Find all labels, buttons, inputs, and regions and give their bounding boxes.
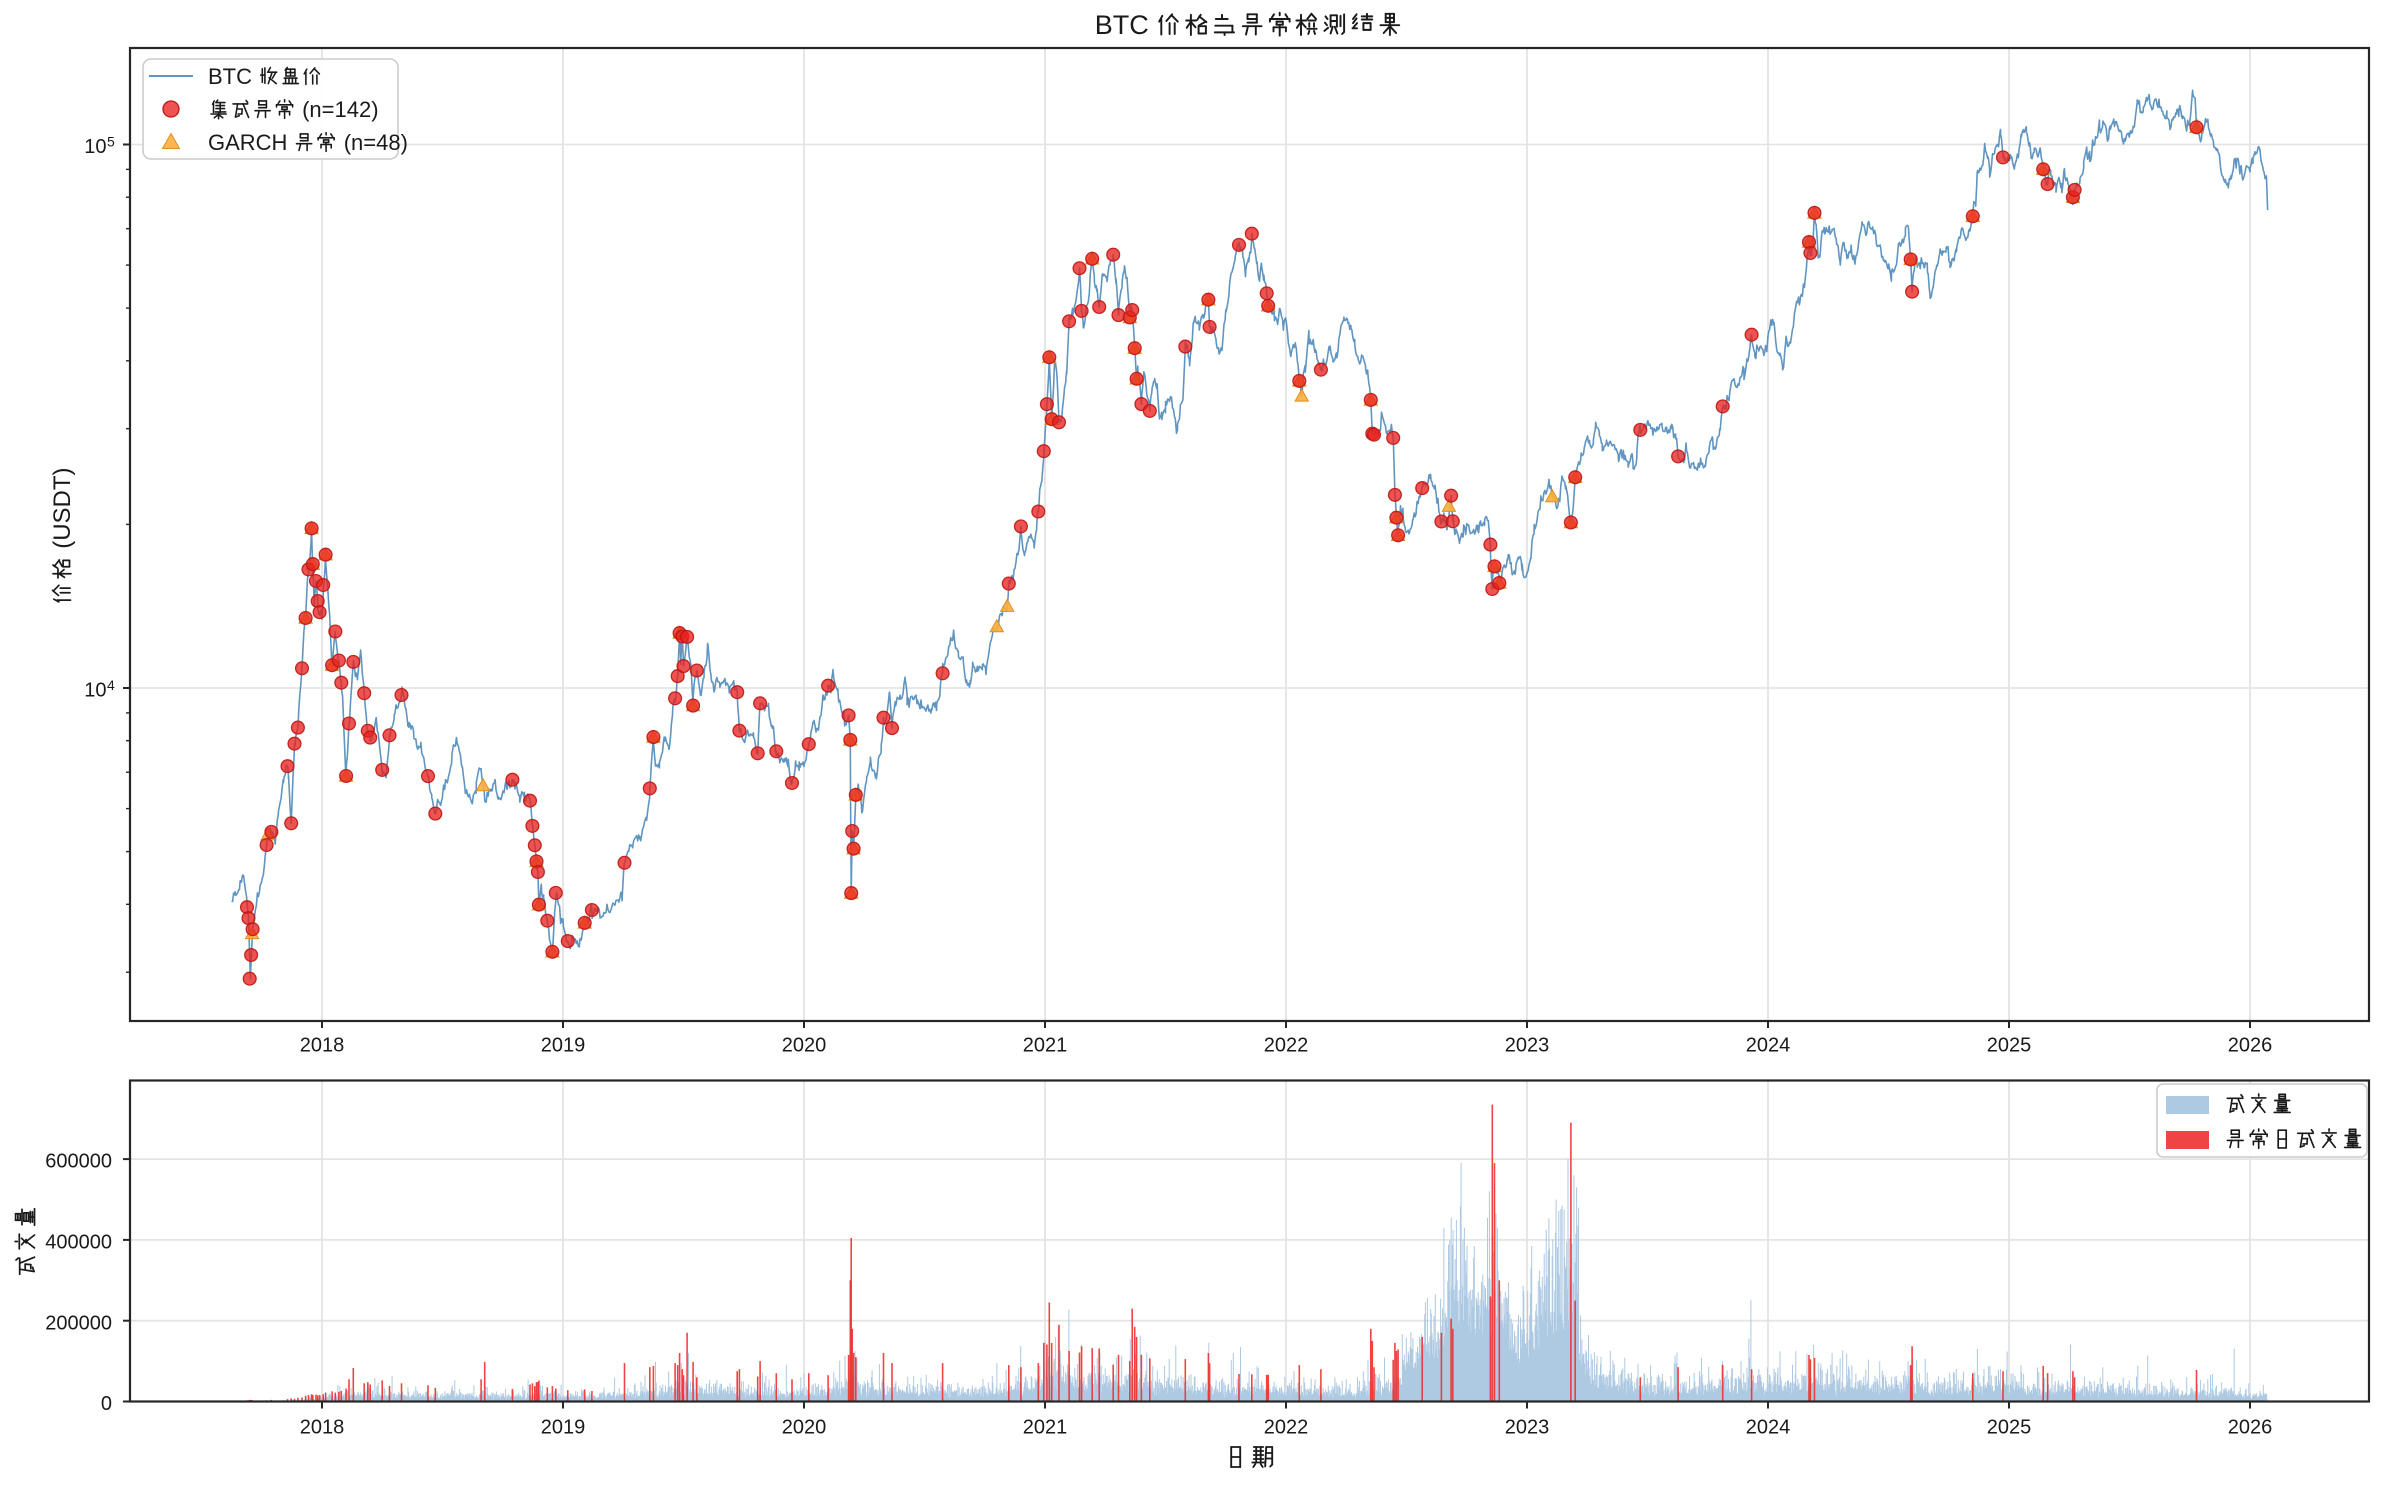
svg-text:2021: 2021 xyxy=(1023,1035,1068,1057)
svg-text:GARCH: GARCH xyxy=(208,130,287,155)
svg-text:2018: 2018 xyxy=(300,1417,345,1439)
svg-text:0: 0 xyxy=(101,1393,112,1415)
svg-text:BTC: BTC xyxy=(1095,10,1149,40)
svg-text:2024: 2024 xyxy=(1746,1035,1791,1057)
svg-text:2023: 2023 xyxy=(1505,1417,1550,1439)
svg-text:(n=48): (n=48) xyxy=(344,130,408,155)
svg-text:2018: 2018 xyxy=(300,1035,345,1057)
svg-text:2025: 2025 xyxy=(1987,1035,2032,1057)
svg-text:200000: 200000 xyxy=(45,1312,112,1334)
svg-text:2021: 2021 xyxy=(1023,1417,1068,1439)
svg-text:600000: 600000 xyxy=(45,1151,112,1173)
svg-text:2020: 2020 xyxy=(782,1417,827,1439)
svg-text:4: 4 xyxy=(107,677,115,693)
svg-text:2026: 2026 xyxy=(2228,1417,2273,1439)
svg-text:2022: 2022 xyxy=(1264,1417,1309,1439)
svg-text:2023: 2023 xyxy=(1505,1035,1550,1057)
svg-text:10: 10 xyxy=(84,136,106,158)
svg-text:2026: 2026 xyxy=(2228,1035,2273,1057)
svg-text:(USDT): (USDT) xyxy=(49,467,76,548)
svg-text:2025: 2025 xyxy=(1987,1417,2032,1439)
svg-text:2019: 2019 xyxy=(541,1035,586,1057)
svg-text:2022: 2022 xyxy=(1264,1035,1309,1057)
svg-text:2020: 2020 xyxy=(782,1035,827,1057)
svg-text:(n=142): (n=142) xyxy=(302,97,378,122)
svg-text:2019: 2019 xyxy=(541,1417,586,1439)
svg-text:10: 10 xyxy=(84,680,106,702)
svg-text:5: 5 xyxy=(107,134,115,150)
svg-text:BTC: BTC xyxy=(208,64,252,89)
svg-text:400000: 400000 xyxy=(45,1232,112,1254)
svg-text:2024: 2024 xyxy=(1746,1417,1791,1439)
